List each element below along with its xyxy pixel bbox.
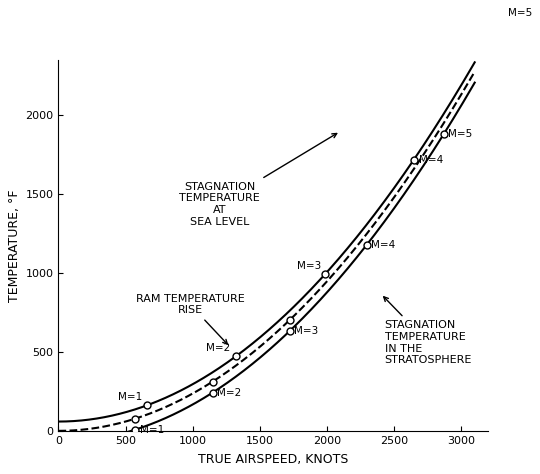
Text: M=1: M=1 bbox=[139, 425, 164, 435]
Y-axis label: TEMPERATURE, °F: TEMPERATURE, °F bbox=[8, 189, 22, 302]
Text: M=5: M=5 bbox=[448, 129, 472, 139]
Text: M=4: M=4 bbox=[419, 155, 443, 165]
Text: STAGNATION
TEMPERATURE
IN THE
STRATOSPHERE: STAGNATION TEMPERATURE IN THE STRATOSPHE… bbox=[384, 297, 472, 365]
Text: M=3: M=3 bbox=[294, 326, 318, 336]
X-axis label: TRUE AIRSPEED, KNOTS: TRUE AIRSPEED, KNOTS bbox=[198, 453, 348, 465]
Text: M=4: M=4 bbox=[370, 240, 395, 250]
Text: RAM TEMPERATURE
RISE: RAM TEMPERATURE RISE bbox=[136, 294, 245, 344]
Text: M=2: M=2 bbox=[217, 388, 241, 398]
Text: M=1: M=1 bbox=[118, 392, 142, 402]
Text: M=3: M=3 bbox=[296, 261, 321, 271]
Text: STAGNATION
TEMPERATURE
AT
SEA LEVEL: STAGNATION TEMPERATURE AT SEA LEVEL bbox=[179, 134, 337, 227]
Text: M=5: M=5 bbox=[508, 8, 532, 18]
Text: M=2: M=2 bbox=[206, 343, 231, 353]
